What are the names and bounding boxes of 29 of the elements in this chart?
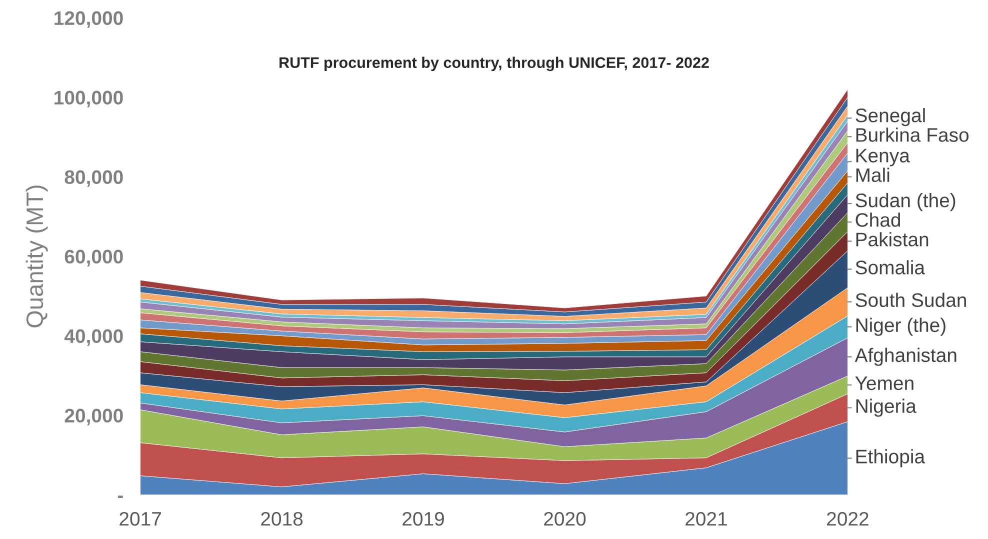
series-label: Somalia — [856, 260, 926, 274]
series-label: Burkina Faso — [856, 128, 969, 142]
series-label: South Sudan — [856, 292, 966, 308]
x-tick-label: 2017 — [120, 512, 161, 526]
y-tick-label: 80,000 — [64, 170, 123, 187]
y-tick-label: 120,000 — [54, 11, 123, 28]
y-tick-label: 20,000 — [64, 408, 123, 426]
series-label: Senegal — [856, 108, 925, 126]
x-tick-label: 2021 — [686, 512, 727, 526]
series-label: Niger (the) — [856, 318, 946, 336]
y-axis-title: Quantity (MT) — [26, 186, 48, 328]
series-label: Kenya — [856, 148, 910, 166]
series-label: Pakistan — [856, 232, 928, 246]
series-label: Chad — [856, 212, 900, 227]
y-tick-label: 60,000 — [64, 250, 123, 266]
series-label: Mali — [856, 168, 890, 182]
x-tick-label: 2020 — [544, 512, 586, 526]
text: RUTF procurement by country, through UNICEF, 2017- 2022 — [280, 56, 709, 72]
y-tick-label: 100,000 — [54, 90, 123, 108]
series-label: Afghanistan — [854, 348, 956, 366]
series-label: Sudan (the) — [856, 193, 956, 212]
x-tick-label: 2018 — [261, 512, 303, 526]
x-tick-label: 2022 — [827, 512, 868, 526]
series-label: Ethiopia — [856, 449, 926, 468]
series-label: Nigeria — [856, 398, 916, 417]
y-tick-label: 40,000 — [64, 329, 123, 346]
x-tick-label: 2019 — [402, 512, 444, 526]
y-tick-label: - — [118, 496, 123, 498]
series-label: Yemen — [855, 376, 914, 390]
